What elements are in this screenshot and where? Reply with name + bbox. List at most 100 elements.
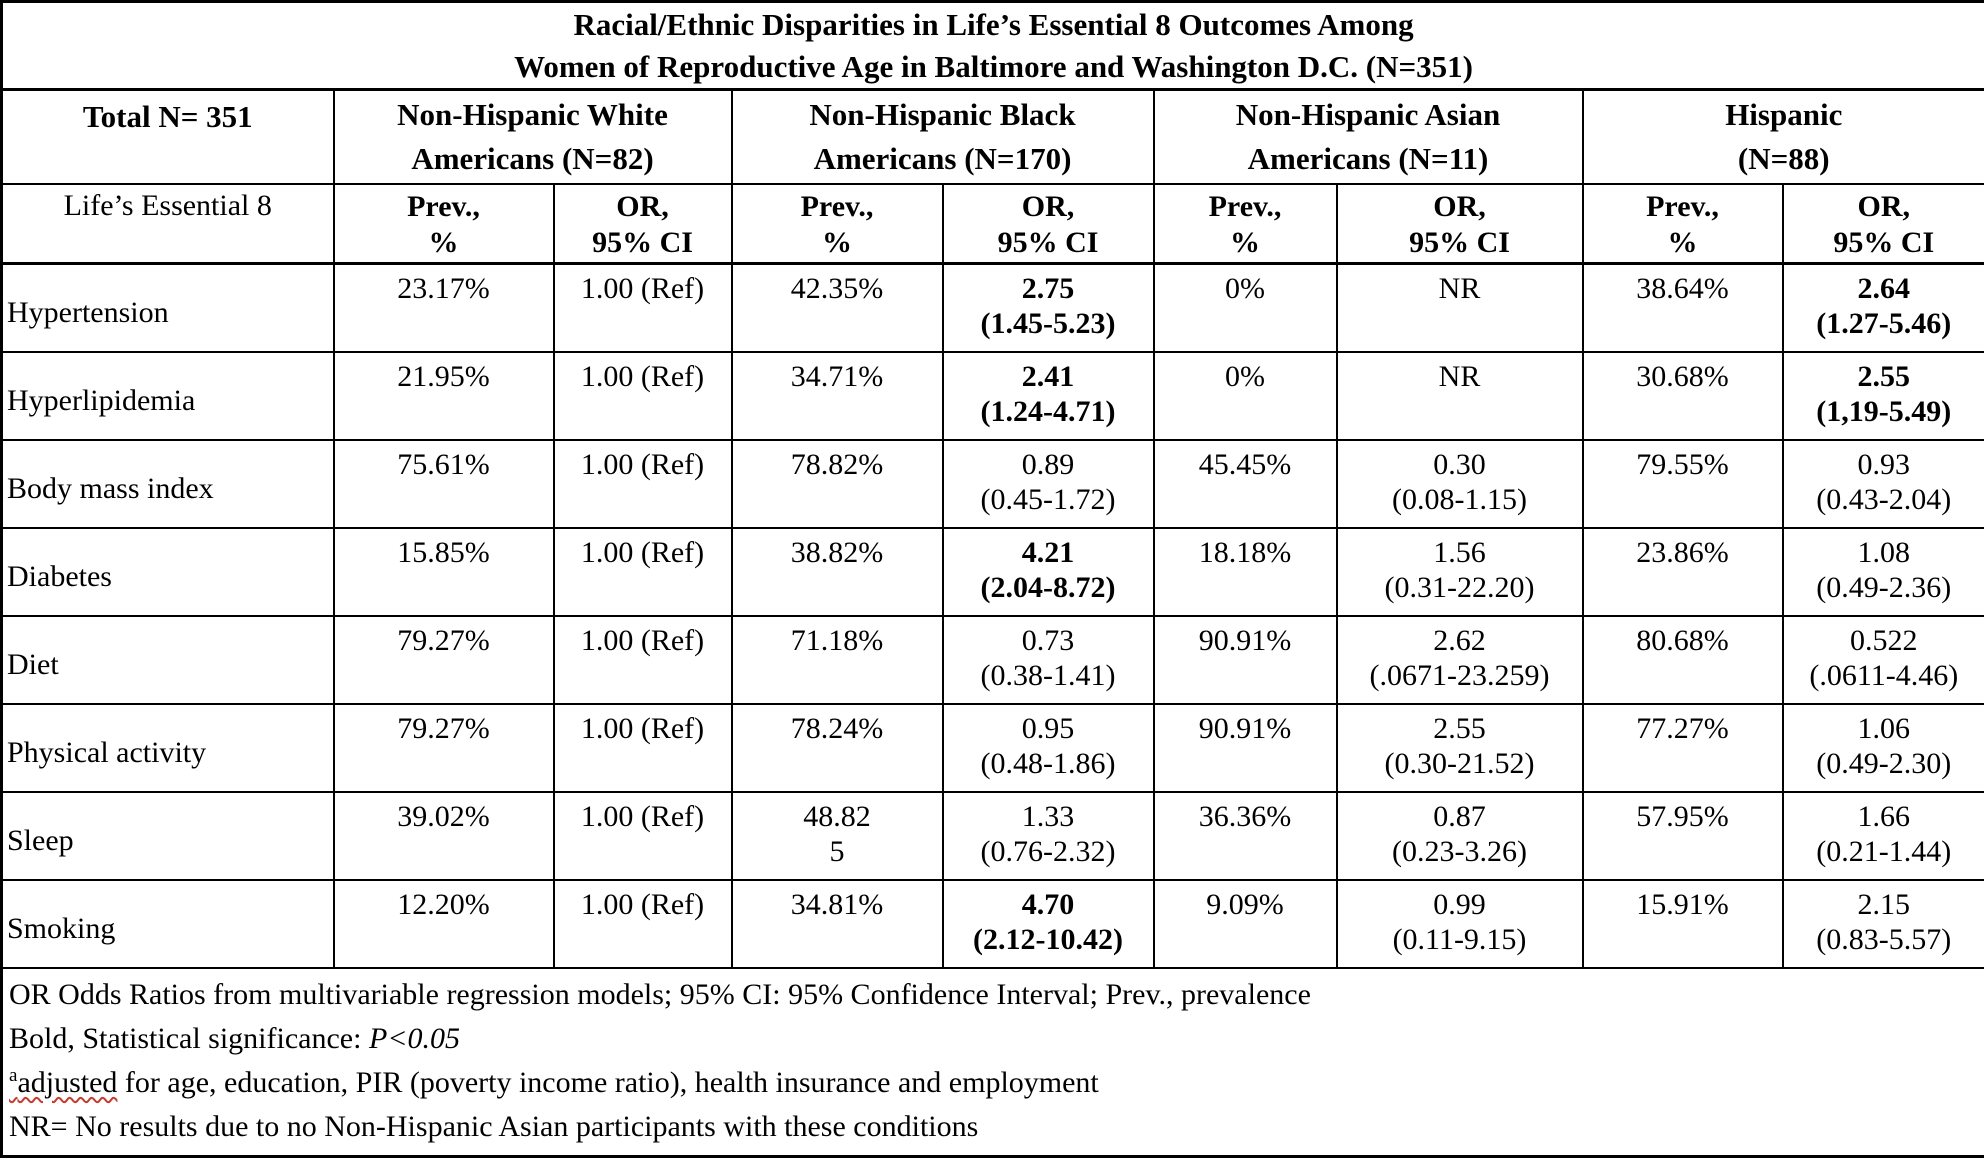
data-cell: 1.00 (Ref) [554,792,732,880]
cell-line: (1.27-5.46) [1784,306,1984,341]
footnote-significance-text: Bold, Statistical significance: [9,1022,369,1055]
cell-line: 75.61% [335,447,553,482]
cell-line: 78.82% [733,447,942,482]
cell-line: 23.17% [335,271,553,306]
or-header-nh-black: OR, 95% CI [943,184,1154,264]
prev-header-line2: % [335,225,553,261]
cell-line: 1.33 [944,799,1153,834]
data-cell: 1.66(0.21-1.44) [1783,792,1984,880]
group-header-hispanic: Hispanic (N=88) [1583,90,1984,184]
cell-line: NR [1338,271,1582,306]
cell-line: 21.95% [335,359,553,394]
group-header-line2: Americans (N=11) [1155,137,1582,181]
row-label: Physical activity [2,704,334,792]
row-label: Hyperlipidemia [2,352,334,440]
title-row: Racial/Ethnic Disparities in Life’s Esse… [2,2,1984,90]
cell-line: 79.27% [335,711,553,746]
data-cell: 39.02% [334,792,554,880]
cell-line: (0.49-2.30) [1784,746,1984,781]
prev-header-line2: % [733,225,942,261]
cell-line: 2.41 [944,359,1153,394]
cell-line: 0.99 [1338,887,1582,922]
footnotes-cell: OR Odds Ratios from multivariable regres… [2,968,1984,1157]
footnote-adjusted-word: aadjusted [9,1066,117,1099]
prev-header-nh-asian: Prev., % [1154,184,1337,264]
prev-header-line1: Prev., [1584,189,1782,225]
cell-line: 2.55 [1338,711,1582,746]
data-cell: 34.81% [732,880,943,968]
or-header-line2: 95% CI [555,225,731,261]
data-cell: 4.21(2.04-8.72) [943,528,1154,616]
cell-line: 79.27% [335,623,553,658]
table-title-line1: Racial/Ethnic Disparities in Life’s Esse… [3,4,1984,46]
data-cell: 1.00 (Ref) [554,352,732,440]
data-cell: 0.93(0.43-2.04) [1783,440,1984,528]
cell-line: 15.91% [1584,887,1782,922]
data-cell: 12.20% [334,880,554,968]
cell-line: 0% [1155,271,1336,306]
data-cell: 0% [1154,264,1337,352]
cell-line: (0.08-1.15) [1338,482,1582,517]
prev-header-line1: Prev., [733,189,942,225]
cell-line: 0.89 [944,447,1153,482]
data-cell: 2.64(1.27-5.46) [1783,264,1984,352]
or-header-nh-asian: OR, 95% CI [1337,184,1583,264]
group-header-line1: Hispanic [1584,93,1984,137]
cell-line: 90.91% [1155,711,1336,746]
data-cell: 78.82% [732,440,943,528]
data-cell: 90.91% [1154,616,1337,704]
data-cell: 2.55(1,19-5.49) [1783,352,1984,440]
cell-line: 1.00 (Ref) [555,359,731,394]
row-label: Body mass index [2,440,334,528]
footnote-significance: Bold, Statistical significance: P<0.05 [9,1017,1978,1061]
data-cell: 0.522(.0611-4.46) [1783,616,1984,704]
cell-line: 4.70 [944,887,1153,922]
row-label: Diet [2,616,334,704]
cell-line: 1.00 (Ref) [555,711,731,746]
cell-line: 79.55% [1584,447,1782,482]
data-cell: 15.85% [334,528,554,616]
data-cell: 2.75(1.45-5.23) [943,264,1154,352]
data-cell: 71.18% [732,616,943,704]
cell-line: (0.45-1.72) [944,482,1153,517]
cell-line: 39.02% [335,799,553,834]
cell-line: 0.93 [1784,447,1984,482]
cell-line: 45.45% [1155,447,1336,482]
cell-line: 38.64% [1584,271,1782,306]
table-row: Hyperlipidemia 21.95%1.00 (Ref)34.71%2.4… [2,352,1984,440]
cell-line: (2.04-8.72) [944,570,1153,605]
cell-line: 57.95% [1584,799,1782,834]
data-cell: 1.08(0.49-2.36) [1783,528,1984,616]
or-header-line1: OR, [555,189,731,225]
table-row: Diet 79.27%1.00 (Ref)71.18%0.73(0.38-1.4… [2,616,1984,704]
group-header-nh-asian: Non-Hispanic Asian Americans (N=11) [1154,90,1583,184]
data-cell: 1.06(0.49-2.30) [1783,704,1984,792]
cell-line: 1.00 (Ref) [555,799,731,834]
cell-line: (0.31-22.20) [1338,570,1582,605]
data-cell: 1.00 (Ref) [554,704,732,792]
group-header-row: Total N= 351 Non-Hispanic White American… [2,90,1984,184]
data-cell: 0.73(0.38-1.41) [943,616,1154,704]
prev-header-line1: Prev., [1155,189,1336,225]
or-header-nh-white: OR, 95% CI [554,184,732,264]
table-title-line2: Women of Reproductive Age in Baltimore a… [3,46,1984,88]
data-cell: 2.41(1.24-4.71) [943,352,1154,440]
cell-line: 15.85% [335,535,553,570]
cell-line: (.0611-4.46) [1784,658,1984,693]
cell-line: (0.21-1.44) [1784,834,1984,869]
cell-line: 1.00 (Ref) [555,271,731,306]
group-header-line1: Non-Hispanic Black [733,93,1153,137]
cell-line: 0.522 [1784,623,1984,658]
data-cell: 0.99(0.11-9.15) [1337,880,1583,968]
data-cell: 79.27% [334,704,554,792]
cell-line: 2.62 [1338,623,1582,658]
total-n-cell: Total N= 351 [2,90,334,184]
cell-line: 0.30 [1338,447,1582,482]
data-cell: 1.00 (Ref) [554,528,732,616]
footnote-abbreviations: OR Odds Ratios from multivariable regres… [9,973,1978,1017]
cell-line: 1.00 (Ref) [555,535,731,570]
cell-line: (0.38-1.41) [944,658,1153,693]
